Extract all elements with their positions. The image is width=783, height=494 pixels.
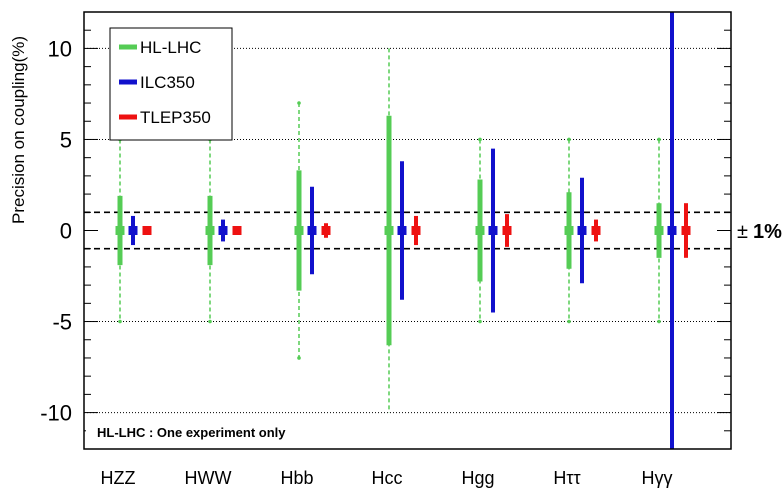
- category-label: Hgg: [461, 468, 494, 488]
- data-point: [475, 226, 485, 235]
- data-point: [205, 226, 215, 235]
- data-point: [591, 226, 601, 235]
- data-point: [564, 226, 574, 235]
- reference-value-label: 1%: [753, 221, 782, 243]
- legend-swatch: [119, 79, 137, 85]
- note-text: HL-LHC : One experiment only: [97, 425, 286, 440]
- data-point: [115, 226, 125, 235]
- data-point: [294, 226, 304, 235]
- legend-label: TLEP350: [140, 108, 211, 127]
- y-tick-label: -10: [40, 401, 72, 426]
- legend-entries: HL-LHC ILC350 TLEP350: [119, 38, 211, 127]
- category-label: HWW: [185, 468, 232, 488]
- series-tlep350: [142, 203, 691, 258]
- y-tick-label: 10: [48, 36, 72, 61]
- data-point: [502, 226, 512, 235]
- series-ilc350: [128, 12, 677, 449]
- category-labels: HZZ HWW Hbb Hcc Hgg Hττ Hγγ: [101, 468, 673, 488]
- series-hl-lhc: [115, 48, 664, 413]
- category-label: Hττ: [553, 468, 580, 488]
- legend-label: ILC350: [140, 73, 195, 92]
- error-bar-cap: [567, 137, 571, 142]
- category-label: Hbb: [280, 468, 313, 488]
- legend-swatch: [119, 114, 137, 120]
- data-point: [218, 226, 228, 235]
- y-tick-label: -5: [52, 310, 72, 335]
- data-point: [397, 226, 407, 235]
- error-bar-cap: [478, 319, 482, 324]
- data-point: [384, 226, 394, 235]
- data-point: [128, 226, 138, 235]
- y-tick-labels: 10 5 0 -5 -10: [40, 36, 72, 425]
- data-point: [681, 226, 691, 235]
- y-tick-label: 5: [60, 127, 72, 152]
- data-point: [654, 226, 664, 235]
- data-point: [232, 226, 242, 235]
- error-bar-cap: [478, 137, 482, 142]
- reference-annotation: ± 1%: [737, 221, 782, 243]
- y-tick-label: 0: [60, 219, 72, 244]
- category-label: Hcc: [372, 468, 403, 488]
- note-box: HL-LHC : One experiment only: [86, 414, 506, 444]
- data-point: [411, 226, 421, 235]
- error-bar-cap: [297, 101, 301, 105]
- plus-minus-sign: ±: [737, 221, 748, 243]
- data-point: [307, 226, 317, 235]
- category-label: HZZ: [101, 468, 136, 488]
- error-bar-cap: [118, 319, 122, 324]
- error-bar-cap: [657, 319, 661, 324]
- data-point: [142, 226, 152, 235]
- data-point: [577, 226, 587, 235]
- data-point: [321, 226, 331, 235]
- legend-swatch: [119, 44, 137, 50]
- legend: HL-LHC ILC350 TLEP350: [109, 27, 233, 141]
- data-point: [667, 226, 677, 235]
- error-bar-cap: [657, 137, 661, 142]
- data-series: [115, 12, 691, 449]
- axis-ticks: [84, 11, 731, 450]
- note-frame: [86, 414, 506, 444]
- category-label: Hγγ: [642, 468, 673, 488]
- data-point: [488, 226, 498, 235]
- error-bar-cap: [297, 356, 301, 360]
- legend-label: HL-LHC: [140, 38, 201, 57]
- error-bar-cap: [567, 319, 571, 324]
- y-axis-label: Precision on coupling(%): [9, 36, 28, 224]
- error-bar-cap: [208, 319, 212, 324]
- reference-lines: [84, 211, 731, 250]
